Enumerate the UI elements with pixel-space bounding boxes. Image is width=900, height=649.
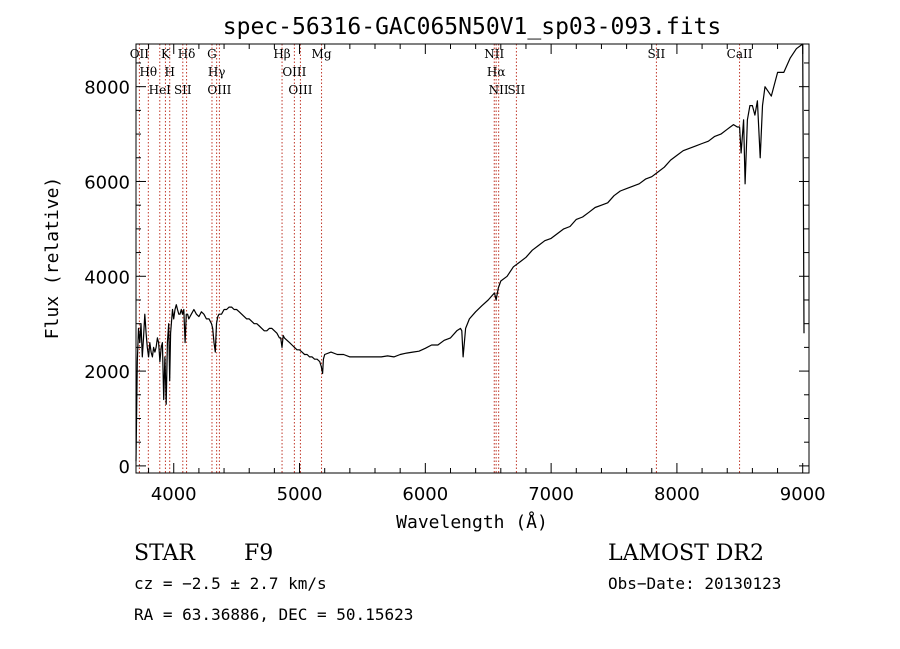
line-marker-label: SII [174, 83, 192, 97]
emission-line-markers [138, 44, 741, 473]
y-tick-label: 8000 [84, 78, 130, 99]
line-marker-label: Hθ [139, 65, 157, 79]
object-subclass: F9 [244, 541, 273, 566]
line-marker-label: Hγ [208, 65, 226, 79]
x-tick-label: 9000 [780, 484, 826, 505]
line-marker-label: NII [489, 83, 509, 97]
plot-frame [135, 43, 810, 474]
line-marker-label: K [161, 47, 171, 61]
redshift-text: cz = −2.5 ± 2.7 km/s [134, 574, 327, 593]
obs-date: Obs−Date: 20130123 [608, 574, 781, 593]
line-marker-label: SII [648, 47, 666, 61]
line-marker-label: Hβ [273, 47, 290, 61]
y-tick-label: 6000 [84, 172, 130, 193]
x-axis-label: Wavelength (Å) [396, 511, 548, 533]
x-tick-label: 6000 [402, 484, 448, 505]
line-marker-label: OIII [207, 83, 231, 97]
spectrum-series-line [135, 43, 805, 462]
line-marker-label: CaII [727, 47, 753, 61]
survey-name: LAMOST DR2 [608, 541, 764, 566]
line-marker-label: Hδ [178, 47, 196, 61]
line-marker-label: Hα [487, 65, 506, 79]
x-tick-label: 5000 [277, 484, 323, 505]
line-marker-label: OIII [282, 65, 306, 79]
line-marker-label: OIII [288, 83, 312, 97]
line-marker-label: Mg [312, 47, 332, 61]
y-axis-label: Flux (relative) [42, 177, 63, 340]
x-tick-label: 8000 [654, 484, 700, 505]
object-class: STAR [134, 541, 196, 566]
line-marker-label: OII [130, 47, 150, 61]
x-axis: 4000 5000 6000 7000 8000 9000 [148, 44, 826, 505]
line-marker-label: G [207, 47, 217, 61]
coordinates: RA = 63.36886, DEC = 50.15623 [134, 605, 413, 624]
y-axis: 0 2000 4000 6000 8000 [84, 62, 809, 478]
line-marker-label: SII [508, 83, 526, 97]
y-tick-label: 0 [119, 457, 130, 478]
chart-title: spec-56316-GAC065N50V1_sp03-093.fits [223, 14, 722, 40]
line-marker-label: H [164, 65, 174, 79]
y-tick-label: 2000 [84, 362, 130, 383]
x-tick-label: 4000 [151, 484, 197, 505]
line-marker-label: NII [484, 47, 504, 61]
line-marker-label: HeI [149, 83, 172, 97]
x-tick-label: 7000 [528, 484, 574, 505]
y-tick-label: 4000 [84, 267, 130, 288]
